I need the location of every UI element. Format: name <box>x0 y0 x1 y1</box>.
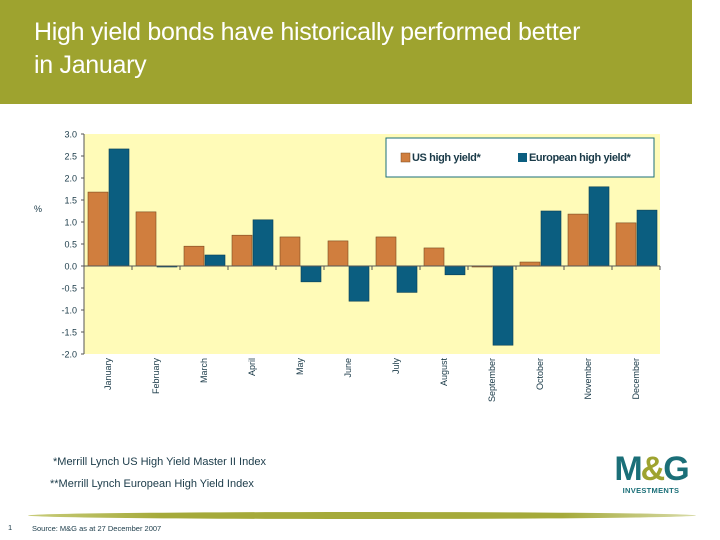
y-tick-label: 2.0 <box>64 174 77 184</box>
legend-label-us: US high yield* <box>412 152 481 164</box>
bar-eu <box>588 186 610 267</box>
bar-eu <box>204 254 226 267</box>
y-tick-label: 2.5 <box>64 152 77 162</box>
mg-logo: M&G INVESTMENTS <box>614 450 689 495</box>
x-tick-label: January <box>103 358 113 391</box>
x-tick-label: March <box>199 358 209 383</box>
bar-us <box>327 240 349 267</box>
x-tick-label: June <box>343 358 353 378</box>
bar-eu <box>492 265 514 346</box>
bar-us <box>231 234 253 267</box>
y-tick-label: 1.5 <box>64 196 77 206</box>
y-tick-label: -2.0 <box>61 350 77 360</box>
bar-eu <box>252 219 274 267</box>
x-tick-label: November <box>583 358 593 400</box>
bar-eu <box>108 148 130 267</box>
y-tick-label: -0.5 <box>61 284 77 294</box>
bar-eu <box>396 265 418 293</box>
x-tick-label: February <box>151 358 161 395</box>
x-tick-label: December <box>631 358 641 400</box>
bar-us <box>519 261 541 267</box>
bar-eu <box>636 209 658 267</box>
y-tick-label: 1.0 <box>64 218 77 228</box>
source-text: Source: M&G as at 27 December 2007 <box>32 524 162 533</box>
brush-divider <box>28 512 696 519</box>
bar-eu <box>300 265 322 283</box>
footnote-us: *Merrill Lynch US High Yield Master II I… <box>53 456 266 468</box>
bar-us <box>135 211 157 267</box>
y-tick-label: 0.0 <box>64 262 77 272</box>
x-tick-label: April <box>247 358 257 376</box>
x-tick-label: July <box>391 358 401 375</box>
page-title: High yield bonds have historically perfo… <box>34 18 581 79</box>
bar-eu <box>444 265 466 276</box>
bar-us <box>423 247 445 267</box>
bar-us <box>615 222 637 267</box>
x-tick-label: October <box>535 358 545 390</box>
bar-eu <box>540 210 562 267</box>
header-band <box>0 0 692 104</box>
bar-us <box>183 245 205 267</box>
legend-label-eu: European high yield* <box>529 152 632 164</box>
y-axis-label: % <box>34 204 42 214</box>
page-number: 1 <box>8 523 13 532</box>
x-tick-label: September <box>487 358 497 402</box>
x-tick-label: May <box>295 358 305 376</box>
bar-us <box>87 191 109 267</box>
y-tick-label: 0.5 <box>64 240 77 250</box>
bar-us <box>567 213 589 267</box>
bar-us <box>375 236 397 267</box>
y-tick-label: -1.0 <box>61 306 77 316</box>
legend-swatch-us <box>400 152 411 163</box>
x-tick-label: August <box>439 358 449 387</box>
bar-us <box>279 236 301 267</box>
footnote-eu: **Merrill Lynch European High Yield Inde… <box>50 478 254 490</box>
y-tick-label: 3.0 <box>64 130 77 140</box>
bar-eu <box>348 265 370 302</box>
legend-swatch-eu <box>518 153 527 162</box>
bar-chart: 3.0 2.5 2.0 1.5 1.0 0.5 0.0 -0.5 -1.0 -1.5 -2.0% Ja… <box>34 130 661 402</box>
y-tick-label: -1.5 <box>61 328 77 338</box>
